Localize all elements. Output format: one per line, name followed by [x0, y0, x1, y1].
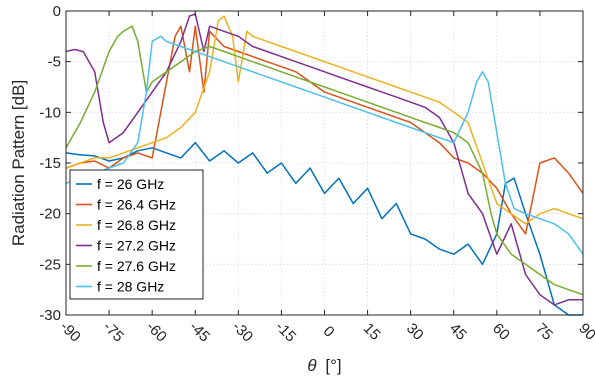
y-tick-label: -10 [39, 104, 61, 121]
legend: f = 26 GHz f = 26.4 GHz f = 26.8 GHz f = 27… [69, 169, 204, 300]
y-tick-label: 0 [53, 3, 61, 20]
y-tick-label: -30 [39, 307, 61, 324]
series-line-6 [65, 35, 584, 255]
legend-items: f = 26 GHz f = 26.4 GHz f = 26.8 GHz f = 27… [76, 176, 176, 295]
legend-label: f = 26 GHz [97, 176, 164, 192]
legend-box [69, 169, 204, 300]
y-axis-title: Radiation Pattern [dB] [9, 80, 28, 246]
series-line-2 [65, 25, 584, 235]
legend-label: f = 28 GHz [97, 279, 164, 295]
y-tick-label: -15 [39, 155, 61, 172]
y-tick-label: -25 [39, 256, 61, 273]
y-tick-label: -20 [39, 206, 61, 223]
y-axis-ticks: 0 -5 -10 -15 -20 -25 -30 [39, 3, 583, 324]
series-line-4 [65, 13, 583, 306]
y-tick-label: -5 [48, 54, 61, 71]
legend-label: f = 26.8 GHz [97, 217, 176, 233]
legend-label: f = 26.4 GHz [97, 197, 176, 213]
series-lines [65, 13, 584, 316]
x-axis-title: θ [°] [307, 356, 341, 375]
x-axis-title-unit: [°] [325, 356, 341, 375]
legend-label: f = 27.2 GHz [97, 238, 176, 254]
legend-label: f = 27.6 GHz [97, 258, 176, 274]
x-axis-title-symbol: θ [307, 356, 317, 375]
series-line-5 [65, 25, 584, 296]
series-line-3 [65, 15, 584, 225]
